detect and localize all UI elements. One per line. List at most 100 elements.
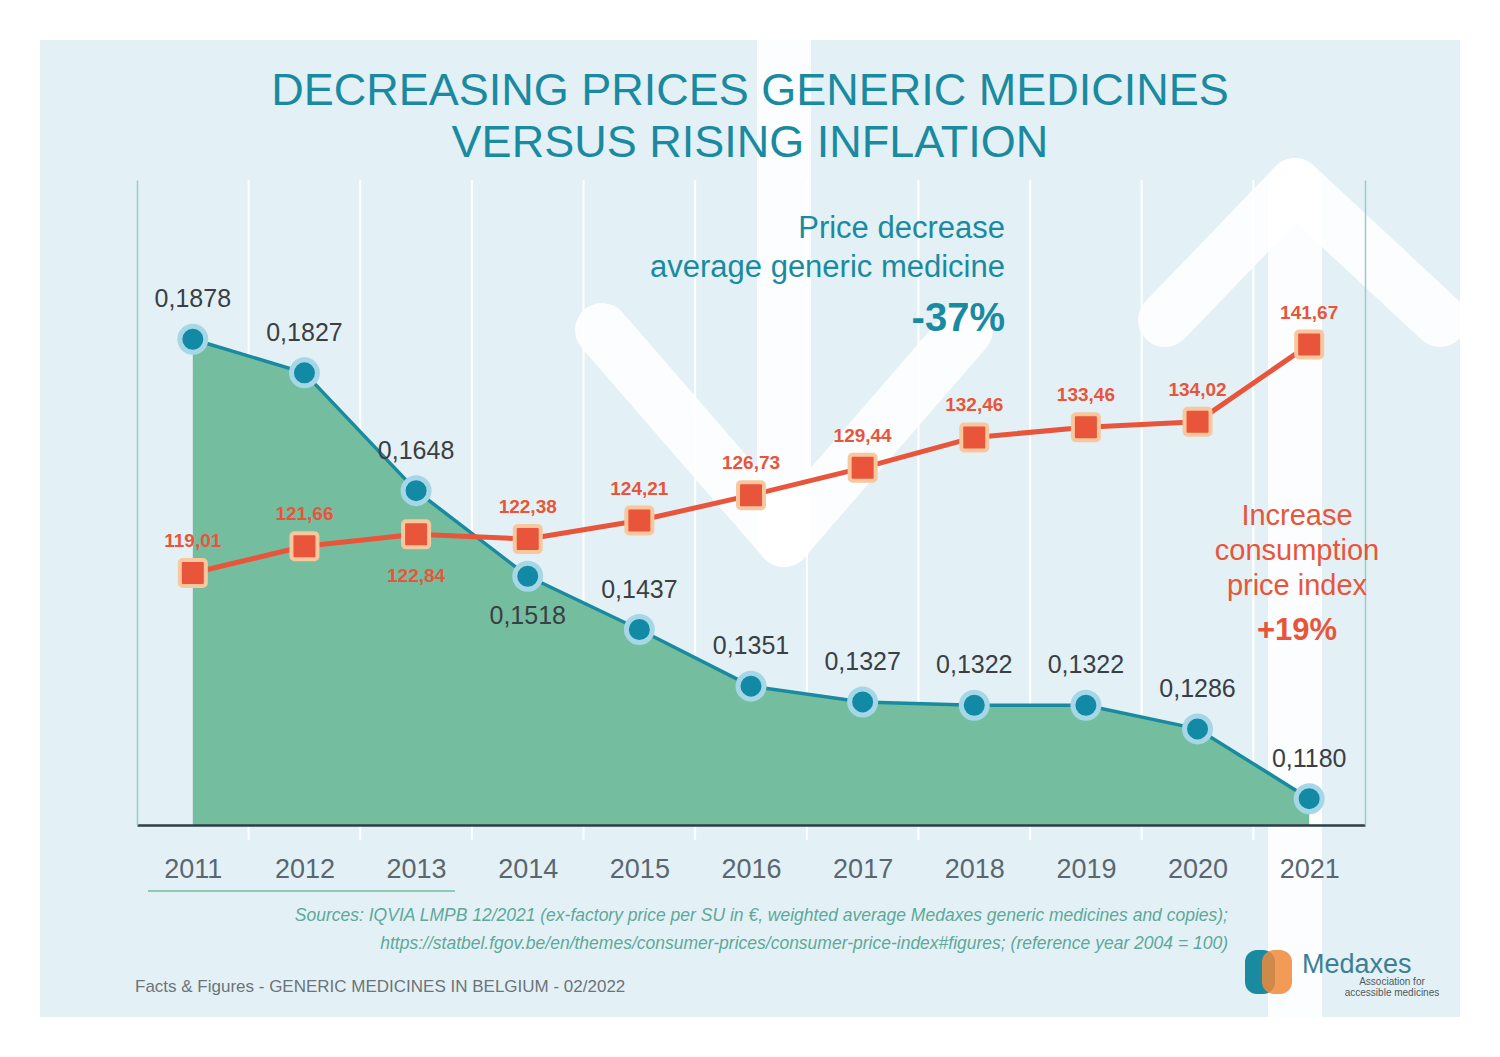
data-label: 0,1648 bbox=[378, 436, 454, 464]
source: Sources: IQVIA LMPB 12/2021 (ex-factory … bbox=[295, 905, 1228, 953]
annotation-line: consumption bbox=[1215, 534, 1379, 566]
marker-circle bbox=[961, 692, 987, 718]
area bbox=[193, 339, 1309, 825]
data-label: 0,1518 bbox=[489, 601, 565, 629]
marker-square bbox=[1185, 409, 1211, 435]
annotation-figure: -37% bbox=[912, 295, 1005, 339]
chart-svg: 2011 2012 2013 2014 2015 2016 2017 2018 2019 2020… bbox=[0, 0, 1500, 1057]
x-tick-label: 2018 bbox=[945, 854, 1005, 884]
marker-square bbox=[626, 508, 652, 534]
marker-circle bbox=[1296, 786, 1322, 812]
x-tick-label: 2019 bbox=[1056, 854, 1116, 884]
x-tick-label: 2015 bbox=[610, 854, 670, 884]
marker-circle bbox=[850, 689, 876, 715]
x-tick: 2014 bbox=[498, 825, 558, 884]
data-label: 121,66 bbox=[275, 503, 333, 524]
title: DECREASING PRICES GENERIC MEDICINESVERSU… bbox=[271, 64, 1229, 167]
title-line: VERSUS RISING INFLATION bbox=[452, 116, 1049, 167]
x-tick: 2013 bbox=[387, 825, 447, 884]
y2-axis-line bbox=[1365, 181, 1367, 826]
title-line: DECREASING PRICES GENERIC MEDICINES bbox=[271, 64, 1229, 115]
page-background bbox=[0, 0, 1500, 1057]
marker-circle bbox=[626, 617, 652, 643]
marker-square bbox=[850, 455, 876, 481]
x-axis-line bbox=[138, 824, 1366, 827]
annotation-line: price index bbox=[1227, 569, 1368, 601]
decorative-rule bbox=[148, 890, 455, 892]
marker-circle bbox=[1073, 692, 1099, 718]
data-label: 0,1351 bbox=[713, 631, 789, 659]
logo-shape bbox=[1262, 950, 1292, 994]
footer: Facts & Figures - GENERIC MEDICINES IN B… bbox=[135, 977, 625, 996]
logo-tagline-line: accessible medicines bbox=[1345, 987, 1440, 998]
x-tick: 2020 bbox=[1168, 825, 1228, 884]
data-label: 126,73 bbox=[722, 452, 780, 473]
x-tick-label: 2020 bbox=[1168, 854, 1228, 884]
x-tick-label: 2013 bbox=[387, 854, 447, 884]
x-tick: 2019 bbox=[1056, 825, 1116, 884]
marker-square bbox=[515, 526, 541, 552]
y-axis bbox=[137, 181, 138, 826]
logo: MedaxesAssociation foraccessible medicin… bbox=[1245, 949, 1439, 998]
annotation-line: Increase bbox=[1241, 499, 1352, 531]
data-label: 132,46 bbox=[945, 394, 1003, 415]
data-label: 0,1286 bbox=[1159, 674, 1235, 702]
x-tick-label: 2021 bbox=[1280, 854, 1340, 884]
x-tick: 2017 bbox=[833, 825, 893, 884]
marker-square bbox=[291, 533, 317, 559]
marker-circle bbox=[291, 360, 317, 386]
x-tick: 2012 bbox=[275, 825, 335, 884]
logo-tagline-line: Association for bbox=[1359, 976, 1425, 987]
annotation-line: average generic medicine bbox=[650, 249, 1005, 284]
data-label: 129,44 bbox=[834, 425, 893, 446]
marks bbox=[180, 326, 1322, 825]
data-label: 133,46 bbox=[1057, 384, 1115, 405]
source-line: Sources: IQVIA LMPB 12/2021 (ex-factory … bbox=[295, 905, 1228, 925]
x-tick: 2021 bbox=[1280, 825, 1340, 884]
data-label: 0,1322 bbox=[1048, 650, 1124, 678]
data-label: 0,1327 bbox=[824, 647, 900, 675]
chart-container: 2011 2012 2013 2014 2015 2016 2017 2018 2019 2020… bbox=[0, 0, 1500, 1057]
x-tick-label: 2014 bbox=[498, 854, 558, 884]
marker-square bbox=[1073, 414, 1099, 440]
data-labels: 0,1878 0,1827 0,1648 0,1518 0,1437 0,1351 0,13… bbox=[155, 284, 1347, 771]
line bbox=[193, 339, 1309, 798]
data-label: 0,1878 bbox=[155, 284, 231, 312]
x-tick-label: 2017 bbox=[833, 854, 893, 884]
marker-square bbox=[1296, 332, 1322, 358]
data-label: 119,01 bbox=[164, 530, 221, 551]
marker-square bbox=[403, 521, 429, 547]
data-label: 0,1180 bbox=[1272, 744, 1347, 772]
x-tick-label: 2012 bbox=[275, 854, 335, 884]
marker-square bbox=[738, 482, 764, 508]
x-tick-label: 2016 bbox=[721, 854, 781, 884]
data-label: 124,21 bbox=[610, 478, 669, 499]
marker-circle bbox=[738, 673, 764, 699]
data-label: 141,67 bbox=[1280, 302, 1338, 323]
x-tick-label: 2011 bbox=[164, 854, 222, 884]
marker-square bbox=[961, 424, 987, 450]
x-axis: 2011 2012 2013 2014 2015 2016 2017 2018 2019 2020… bbox=[138, 825, 1366, 884]
annotation: Increaseconsumptionprice index bbox=[1215, 499, 1379, 601]
y-axis-line bbox=[137, 181, 139, 826]
marker-circle bbox=[515, 563, 541, 589]
marker-square bbox=[180, 560, 206, 586]
logo-tagline: Association foraccessible medicines bbox=[1345, 976, 1440, 998]
marker-circle bbox=[180, 326, 206, 352]
data-label: 0,1322 bbox=[936, 650, 1012, 678]
data-label: 134,02 bbox=[1168, 379, 1226, 400]
marker-circle bbox=[403, 478, 429, 504]
background-arrows bbox=[602, 40, 1440, 1017]
down-arrow-head bbox=[602, 330, 966, 540]
source-line: https://statbel.fgov.be/en/themes/consum… bbox=[380, 933, 1228, 953]
annotation-line: Price decrease bbox=[798, 210, 1005, 245]
annotation-figure: +19% bbox=[1257, 612, 1337, 647]
data-label: 0,1827 bbox=[266, 318, 342, 346]
data-label: 0,1437 bbox=[601, 575, 677, 603]
y2-axis bbox=[1365, 181, 1366, 826]
line bbox=[193, 345, 1309, 573]
logo-name: Medaxes bbox=[1302, 949, 1412, 979]
x-tick: 2018 bbox=[945, 825, 1005, 884]
x-tick: 2011 bbox=[164, 825, 222, 884]
x-tick: 2015 bbox=[610, 825, 670, 884]
